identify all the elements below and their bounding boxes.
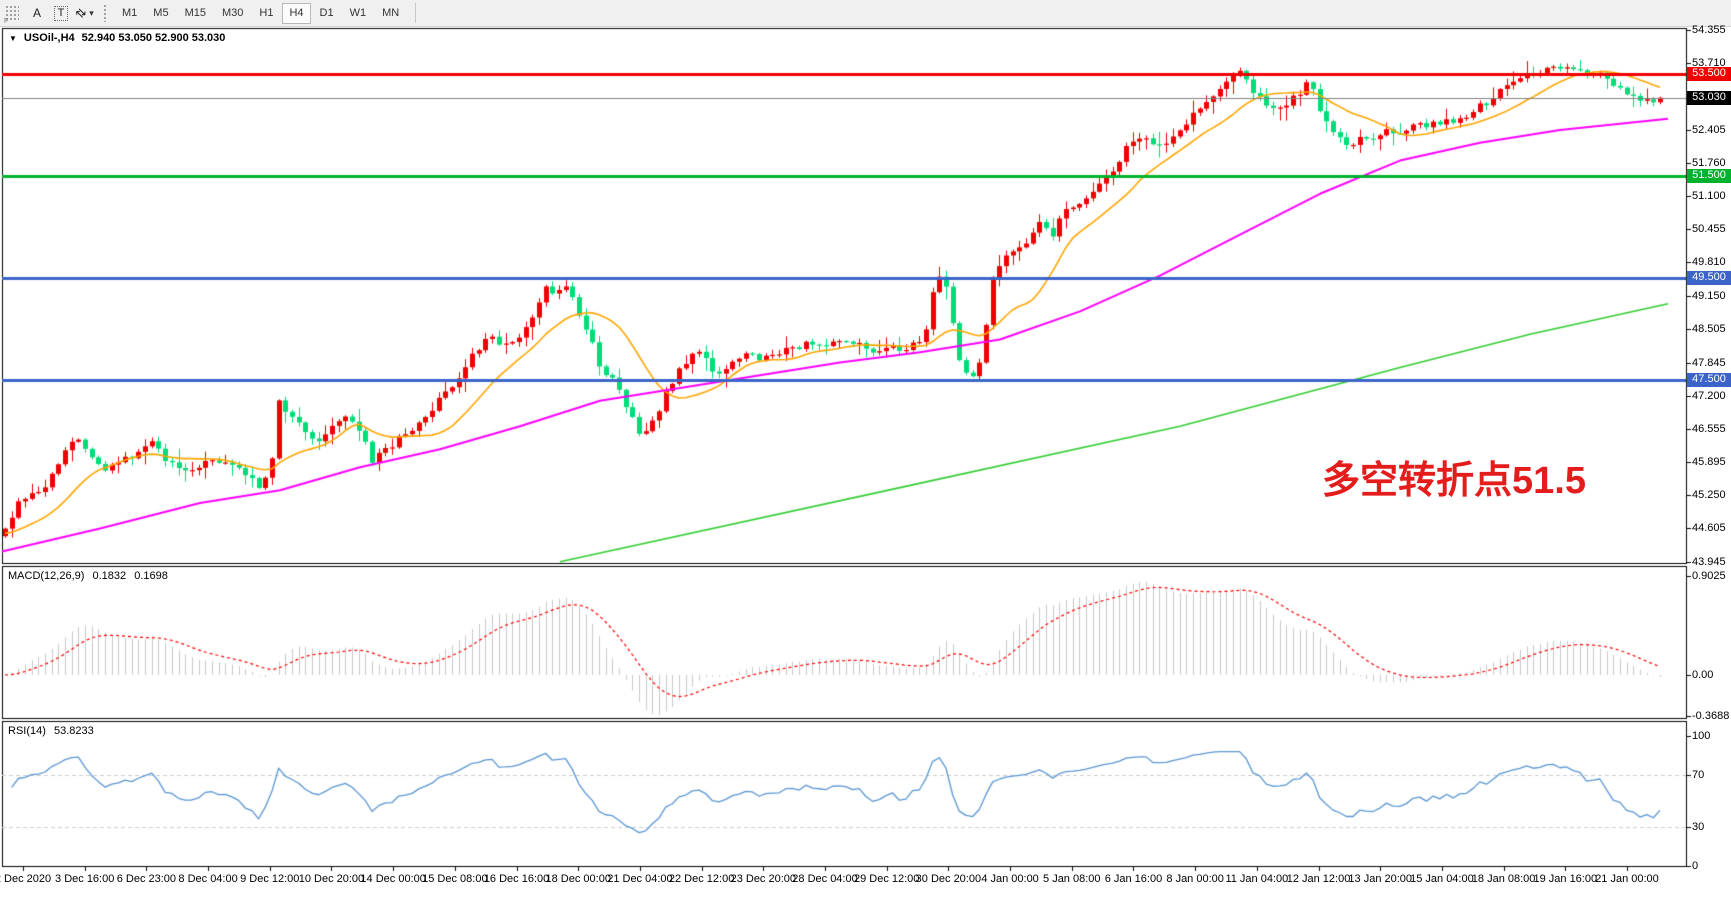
price-chart-plot-area[interactable] (0, 0, 1731, 897)
trading-terminal-window: F AT⇄▾ M1M5M15M30H1H4D1W1MN ▼ USOil-,H4 … (0, 0, 1731, 897)
